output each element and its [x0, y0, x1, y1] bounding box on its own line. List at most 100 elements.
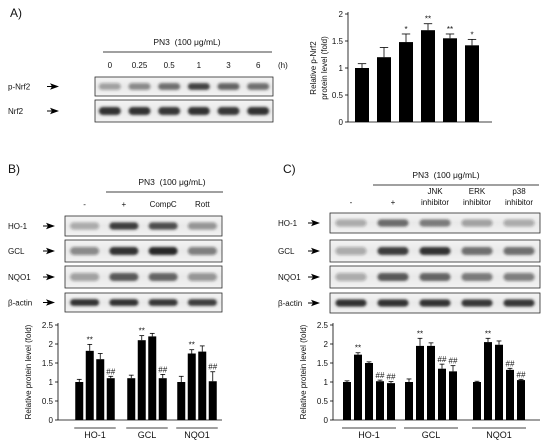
- lane-label: Rott: [195, 200, 210, 209]
- y-tick-label: 0: [324, 416, 329, 425]
- y-tick-label: 0: [339, 118, 344, 127]
- blot-band: [503, 299, 535, 307]
- y-tick-label: 1: [339, 64, 344, 73]
- blot-band: [419, 247, 451, 255]
- blot-band: [148, 273, 178, 281]
- y-tick-label: 2: [324, 340, 329, 349]
- bar: [421, 30, 435, 123]
- blot-band: [187, 247, 217, 255]
- blot-band: [377, 219, 409, 227]
- y-axis-label: Relative protein level (fold): [299, 324, 308, 419]
- blot-row-label: Nrf2: [8, 107, 24, 116]
- lane-label: CompC: [150, 200, 177, 209]
- blot-band: [335, 247, 367, 255]
- bar: [427, 345, 435, 420]
- band-arrow-icon: [50, 83, 59, 90]
- significance-marker: ##: [376, 371, 385, 380]
- lane-label: JNK: [427, 187, 443, 196]
- group-label: NQO1: [486, 430, 512, 440]
- time-unit-label: (h): [278, 61, 288, 70]
- lane-label: ERK: [469, 187, 486, 196]
- group-label: GCL: [422, 430, 441, 440]
- y-tick-label: 0.5: [42, 397, 54, 406]
- group-label: GCL: [138, 430, 157, 440]
- bar: [208, 381, 217, 420]
- significance-marker: ##: [517, 370, 526, 379]
- lane-label: -: [83, 200, 86, 209]
- panel-c: C) PN3 (100 μg/mL) - + JNK inhibitor ERK inhi…: [278, 162, 541, 440]
- bar: [387, 383, 395, 420]
- blot-band: [247, 83, 270, 90]
- bar: [148, 336, 157, 420]
- bar: [443, 38, 457, 122]
- y-tick-label: 1.5: [42, 359, 54, 368]
- y-axis-label: Relative p-Nrf2: [309, 41, 318, 95]
- blot-band: [109, 247, 139, 255]
- lane-label: inhibitor: [421, 198, 449, 207]
- lane-label: 3: [226, 61, 231, 70]
- blot-band: [128, 83, 151, 90]
- blot-row-p-nrf2: p-Nrf2: [8, 76, 274, 97]
- blot-band: [98, 83, 121, 90]
- band-arrow-icon: [311, 299, 320, 307]
- significance-marker: **: [189, 341, 195, 350]
- band-arrow-icon: [311, 219, 320, 227]
- panel-label-b: B): [8, 162, 20, 176]
- blot-band: [461, 219, 493, 227]
- blot-row-nqo1: NQO1: [8, 265, 223, 289]
- treatment-label-c: PN3 (100 μg/mL): [412, 170, 479, 180]
- blot-band: [98, 107, 121, 115]
- lane-label: 0.5: [164, 61, 176, 70]
- bar: [75, 382, 84, 420]
- bar: [96, 359, 105, 420]
- blot-band: [461, 273, 493, 281]
- y-tick-label: 0.5: [332, 91, 344, 100]
- blot-row-label: GCL: [278, 247, 295, 256]
- blot-band: [419, 299, 451, 307]
- significance-marker: *: [470, 30, 473, 39]
- blot-band: [128, 107, 151, 115]
- panel-a: A) PN3 (100 μg/mL) (h) 0 0.25 0.5 1 3 6 p-Nrf2…: [8, 6, 492, 127]
- lane-label: inhibitor: [463, 198, 491, 207]
- bar: [343, 382, 351, 420]
- blot-row-nqo1: NQO1: [278, 265, 541, 289]
- bar: [399, 42, 413, 122]
- y-tick-label: 1: [49, 378, 54, 387]
- y-tick-label: 2.5: [317, 321, 329, 330]
- blot-row-label: p-Nrf2: [8, 83, 31, 92]
- bar: [484, 342, 492, 420]
- blot-band: [217, 83, 240, 90]
- bar: [355, 68, 369, 122]
- significance-marker: ##: [449, 357, 458, 366]
- blot-band: [148, 247, 178, 255]
- blot-band: [158, 107, 181, 115]
- blot-band: [187, 299, 217, 306]
- y-tick-label: 2: [339, 10, 344, 19]
- bar: [187, 353, 196, 420]
- blot-row-ho-1: HO-1: [278, 212, 541, 234]
- significance-marker: **: [417, 329, 423, 338]
- blot-band: [335, 219, 367, 227]
- lane-label: 0.25: [132, 61, 148, 70]
- significance-marker: ##: [506, 359, 515, 368]
- blot-band: [109, 273, 139, 281]
- bar: [405, 382, 413, 420]
- blot-band: [247, 107, 270, 115]
- y-tick-label: 0.5: [317, 397, 329, 406]
- significance-marker: ##: [106, 367, 115, 376]
- significance-marker: ##: [387, 373, 396, 382]
- panel-label-c: C): [283, 162, 296, 176]
- blot-band: [70, 299, 100, 306]
- blot-membrane: [64, 215, 223, 237]
- blot-membrane: [64, 239, 223, 263]
- blot-band: [377, 299, 409, 307]
- bar: [438, 368, 446, 420]
- blot-band: [217, 107, 240, 115]
- blot-band: [70, 273, 100, 281]
- panel-label-a: A): [10, 6, 22, 20]
- blot-panel-c: - + JNK inhibitor ERK inhibitor p38 inhibitor HO…: [278, 187, 541, 314]
- significance-marker: **: [425, 15, 431, 24]
- band-arrow-icon: [46, 247, 55, 255]
- blot-band: [70, 247, 100, 255]
- blot-band: [335, 299, 367, 307]
